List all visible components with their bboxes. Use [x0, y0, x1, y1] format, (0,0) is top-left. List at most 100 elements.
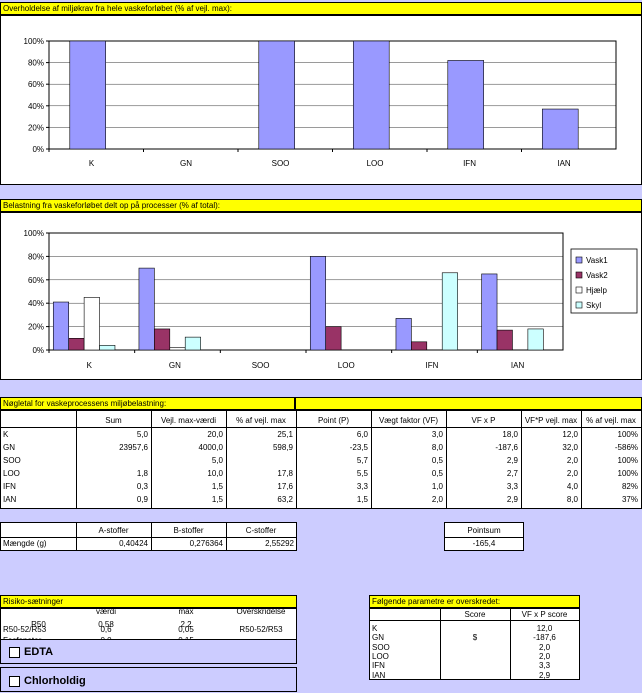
edta-checkbox[interactable]: EDTA — [9, 645, 53, 659]
x-tick-label: SOO — [252, 361, 270, 370]
chart1-title: Overholdelse af miljøkrav fra hele vaske… — [0, 2, 642, 15]
y-tick-label: 80% — [28, 252, 44, 261]
nogletal-cell: 25,1 — [277, 430, 293, 439]
nogletal-row-label: LOO — [3, 469, 20, 478]
risiko-row-label: R50-52/R53 — [3, 625, 47, 634]
nogletal-cell: 3,3 — [506, 482, 518, 491]
overskredet-header-score: Score — [464, 610, 486, 619]
bar-IAN-Vask2 — [496, 329, 513, 351]
nogletal-cell: 5,7 — [356, 456, 368, 465]
y-tick-label: 100% — [24, 229, 44, 238]
nogletal-cell: 1,5 — [356, 495, 368, 504]
maengde-value-c: 2,55292 — [265, 539, 294, 548]
nogletal-cell: 8,0 — [431, 443, 443, 452]
y-tick-label: 60% — [28, 276, 44, 285]
nogletal-header: % af vejl. max — [586, 416, 636, 425]
nogletal-cell: 0,5 — [431, 469, 443, 478]
edta-label: EDTA — [24, 646, 54, 658]
nogletal-cell: 4,0 — [566, 482, 578, 491]
bar-GN-Skyl — [184, 336, 201, 351]
x-tick-label: GN — [180, 159, 192, 168]
nogletal-cell: 8,0 — [566, 495, 578, 504]
y-tick-label: 80% — [28, 59, 44, 68]
nogletal-cell: 37% — [621, 495, 638, 504]
maengde-header-c: C-stoffer — [245, 526, 277, 535]
nogletal-row-label: IFN — [3, 482, 16, 491]
y-tick-label: 40% — [28, 299, 44, 308]
nogletal-cell: 4000,0 — [198, 443, 223, 452]
nogletal-row-label: K — [3, 430, 9, 439]
y-tick-label: 40% — [28, 102, 44, 111]
risiko-header-overskridelse: Overskridelse — [236, 607, 286, 616]
plot-area — [48, 40, 617, 150]
bar-LOO-Vask2 — [325, 326, 342, 351]
checkbox-icon — [9, 675, 20, 687]
maengde-header-a: A-stoffer — [98, 526, 129, 535]
chart2-panel: 0% 20% 40% 60% 80% 100% K GN SOO LOO IFN IAN Vask1 Va… — [0, 212, 642, 380]
bar-K-Skyl — [99, 345, 116, 351]
nogletal-title-bar-ext — [295, 397, 642, 410]
chart2-title: Belastning fra vaskeforløbet delt op på … — [0, 199, 642, 212]
overskredet-row-label: IFN — [372, 661, 385, 671]
overskredet-cell: 3,3 — [538, 661, 551, 671]
maengde-header-b: B-stoffer — [173, 526, 204, 535]
overskredet-title: Følgende parametre er overskredet: — [369, 595, 580, 608]
bar-IFN-Vask2 — [411, 341, 428, 351]
nogletal-row-label: IAN — [3, 495, 17, 504]
bar-K-Vask2 — [68, 338, 85, 351]
x-tick-label: LOO — [338, 361, 355, 370]
nogletal-header: % af vejl. max — [236, 416, 286, 425]
x-tick-label: K — [89, 159, 95, 168]
nogletal-cell: 598,9 — [272, 443, 293, 452]
overskredet-row-label: IAN — [372, 670, 386, 680]
bar-LOO-Vask1 — [309, 256, 327, 351]
nogletal-cell: 3,0 — [431, 430, 443, 439]
chlor-checkbox[interactable]: Chlorholdig — [9, 674, 86, 688]
nogletal-header: VF*P vejl. max — [524, 416, 578, 425]
overskredet-cell: $ — [472, 633, 478, 643]
legend-swatch — [575, 256, 583, 264]
nogletal-cell: 10,0 — [207, 469, 223, 478]
nogletal-title: Nøgletal for vaskeprocessens miljøbelast… — [0, 397, 295, 410]
nogletal-cell: 20,0 — [207, 430, 223, 439]
nogletal-header: Sum — [105, 416, 122, 425]
overskredet-cell: 12,0 — [536, 624, 553, 633]
legend-swatch — [575, 301, 583, 309]
chart1-panel: 0% 20% 40% 60% 80% 100% K GN SOO LOO IFN IAN — [0, 15, 642, 185]
risiko-row-overskridelse: R50-52/R53 — [239, 625, 283, 634]
overskredet-table: Score VF x P score K 12,0 GN $ -187,6 SOO 2,0 L… — [369, 608, 580, 680]
nogletal-cell: 2,9 — [506, 456, 518, 465]
bar-K — [69, 40, 107, 150]
nogletal-cell: 32,0 — [562, 443, 578, 452]
y-tick-label: 100% — [24, 37, 44, 46]
bar-IFN-Vask1 — [395, 318, 412, 351]
risiko-row-value: 0,6 — [100, 625, 112, 634]
nogletal-header: Vejl. max-værdi — [160, 416, 217, 425]
plot-area — [48, 232, 564, 351]
y-tick-label: 0% — [32, 145, 44, 154]
nogletal-cell: 0,3 — [136, 482, 148, 491]
legend-swatch — [575, 271, 583, 279]
nogletal-cell: 1,0 — [431, 482, 443, 491]
risiko-row-max: 2,2 — [180, 620, 192, 629]
legend-label: Vask2 — [586, 271, 608, 280]
bar-IAN — [541, 108, 579, 150]
chlor-label: Chlorholdig — [24, 675, 86, 687]
bar-K-Vask1 — [52, 301, 70, 351]
nogletal-cell: 2,0 — [431, 495, 443, 504]
x-tick-label: IAN — [557, 159, 571, 168]
nogletal-header: Point (P) — [317, 416, 350, 425]
x-tick-label: IFN — [425, 361, 438, 370]
nogletal-cell: 5,0 — [136, 430, 148, 439]
nogletal-cell: 12,0 — [562, 430, 578, 439]
overskredet-row-label: SOO — [372, 642, 390, 652]
nogletal-cell: 63,2 — [277, 495, 293, 504]
overskredet-row-label: K — [372, 624, 378, 633]
bar-IFN-Skyl — [441, 272, 458, 351]
x-tick-label: IFN — [463, 159, 476, 168]
legend-label: Hjælp — [586, 286, 607, 295]
bar-GN-Vask2 — [154, 328, 171, 351]
x-tick-label: IAN — [511, 361, 525, 370]
risiko-row-label: R50 — [31, 620, 46, 629]
bar-SOO — [258, 40, 296, 150]
